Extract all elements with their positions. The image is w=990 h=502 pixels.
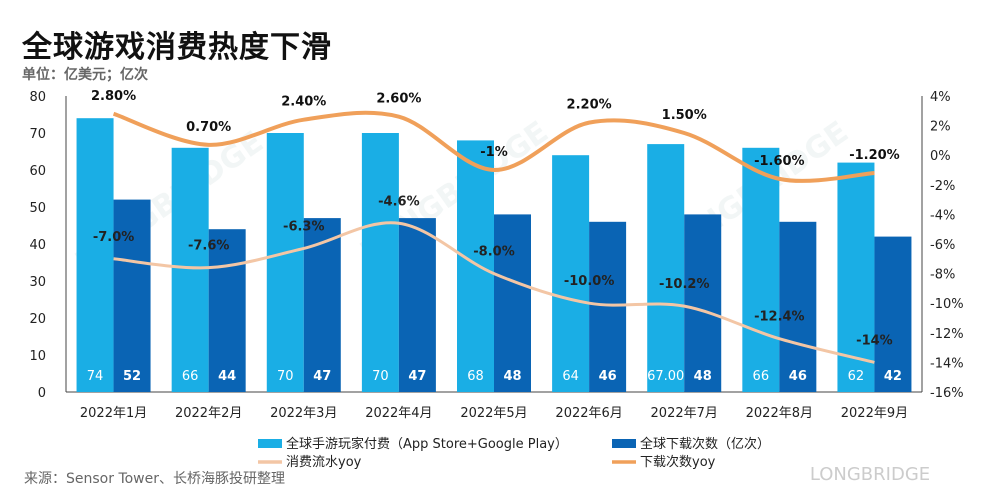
x-tick-label: 2022年3月: [270, 406, 337, 421]
y-right-tick-label: -14%: [930, 356, 964, 371]
legend-label: 全球下载次数（亿次）: [640, 436, 770, 452]
bar-downloads: [494, 214, 531, 392]
y-left-tick-label: 50: [29, 201, 46, 216]
x-tick-label: 2022年8月: [746, 406, 813, 421]
y-right-tick-label: -2%: [930, 179, 955, 194]
bar-payment: [552, 155, 590, 392]
x-tick-label: 2022年9月: [841, 406, 908, 421]
y-left-tick-label: 10: [29, 349, 46, 364]
point-label-consumption-yoy: -6.3%: [283, 219, 324, 234]
x-tick-label: 2022年1月: [80, 406, 147, 421]
point-label-downloads-yoy: 2.40%: [281, 95, 326, 110]
x-tick-label: 2022年5月: [460, 406, 527, 421]
point-label-consumption-yoy: -4.6%: [378, 194, 419, 209]
point-label-downloads-yoy: -1%: [480, 145, 507, 160]
legend: 全球手游玩家付费（App Store+Google Play） 全球下载次数（亿次…: [258, 436, 770, 470]
x-tick-label: 2022年4月: [365, 406, 432, 421]
bar-downloads: [113, 199, 151, 392]
y-right-tick-label: -4%: [930, 208, 955, 223]
point-label-consumption-yoy: -14%: [856, 333, 893, 348]
bar-label-payment: 66: [753, 369, 770, 384]
bar-label-downloads: 47: [408, 369, 426, 384]
legend-label: 消费流水yoy: [286, 455, 362, 470]
point-label-downloads-yoy: 2.60%: [376, 92, 421, 107]
bar-downloads: [208, 229, 246, 392]
point-label-downloads-yoy: 1.50%: [662, 108, 707, 123]
bar-label-payment: 67.00: [647, 369, 684, 384]
bar-downloads: [684, 214, 722, 392]
bar-label-downloads: 52: [123, 369, 141, 384]
bar-downloads: [779, 221, 817, 392]
y-left-tick-label: 80: [29, 90, 46, 105]
bar-label-downloads: 46: [789, 369, 807, 384]
bar-payment: [647, 144, 685, 392]
point-label-downloads-yoy: -1.60%: [754, 154, 805, 169]
point-label-consumption-yoy: -8.0%: [473, 245, 514, 260]
y-left-tick-label: 70: [29, 127, 46, 142]
y-right-tick-label: -10%: [930, 297, 964, 312]
bar-label-payment: 66: [182, 369, 199, 384]
x-tick-label: 2022年7月: [651, 406, 718, 421]
point-label-downloads-yoy: 2.20%: [567, 98, 612, 113]
y-right-tick-label: 4%: [930, 90, 951, 105]
bar-label-downloads: 42: [884, 369, 902, 384]
x-tick-label: 2022年2月: [175, 406, 242, 421]
point-label-downloads-yoy: -1.20%: [849, 148, 900, 163]
y-right-tick-label: 0%: [930, 149, 951, 164]
y-left-tick-label: 60: [29, 164, 46, 179]
point-label-consumption-yoy: -10.0%: [564, 274, 615, 289]
line-consumption-yoy: [113, 221, 875, 364]
bar-label-payment: 68: [467, 369, 484, 384]
bar-label-downloads: 44: [218, 369, 236, 384]
y-left-tick-label: 20: [29, 312, 46, 327]
bar-label-payment: 64: [562, 369, 579, 384]
bar-label-payment: 70: [277, 369, 294, 384]
bar-payment: [457, 140, 494, 392]
bar-label-downloads: 46: [599, 369, 617, 384]
source-note: 来源：Sensor Tower、长桥海豚投研整理: [24, 471, 285, 487]
bar-payment: [361, 133, 399, 392]
bar-downloads: [874, 236, 912, 392]
legend-label: 全球手游玩家付费（App Store+Google Play）: [286, 436, 568, 452]
point-label-downloads-yoy: 0.70%: [186, 120, 231, 135]
y-left-tick-label: 0: [38, 386, 46, 401]
point-label-downloads-yoy: 2.80%: [91, 89, 136, 104]
bar-label-payment: 62: [848, 369, 865, 384]
bar-payment: [266, 133, 304, 392]
legend-label: 下载次数yoy: [640, 454, 716, 470]
unit-label: 单位：亿美元；亿次: [22, 67, 148, 83]
bar-payment: [76, 118, 114, 392]
bar-payment: [171, 147, 209, 392]
point-label-consumption-yoy: -7.6%: [188, 239, 229, 254]
point-label-consumption-yoy: -7.0%: [93, 230, 134, 245]
y-right-tick-label: -16%: [930, 386, 964, 401]
line-downloads-yoy: [112, 110, 875, 183]
y-right-tick-label: -6%: [930, 238, 955, 253]
y-left-tick-label: 30: [29, 275, 46, 290]
legend-swatch: [258, 439, 282, 448]
y-right-tick-label: 2%: [930, 120, 951, 135]
bar-downloads: [589, 221, 627, 392]
bar-payment: [742, 147, 780, 392]
bar-label-payment: 74: [87, 369, 104, 384]
bar-label-downloads: 48: [503, 369, 521, 384]
bar-label-downloads: 47: [313, 369, 331, 384]
point-label-consumption-yoy: -12.4%: [754, 310, 805, 325]
bar-label-payment: 70: [372, 369, 389, 384]
chart-title: 全球游戏消费热度下滑: [22, 30, 332, 65]
y-right-tick-label: -12%: [930, 327, 964, 342]
y-right-tick-label: -8%: [930, 268, 955, 283]
bar-label-downloads: 48: [694, 369, 712, 384]
point-label-consumption-yoy: -10.2%: [659, 277, 710, 292]
x-tick-label: 2022年6月: [555, 406, 622, 421]
legend-swatch: [612, 439, 636, 448]
y-left-tick-label: 40: [29, 238, 46, 253]
bar-downloads: [398, 218, 436, 392]
watermark-text: LONGBRIDGE: [810, 464, 930, 485]
